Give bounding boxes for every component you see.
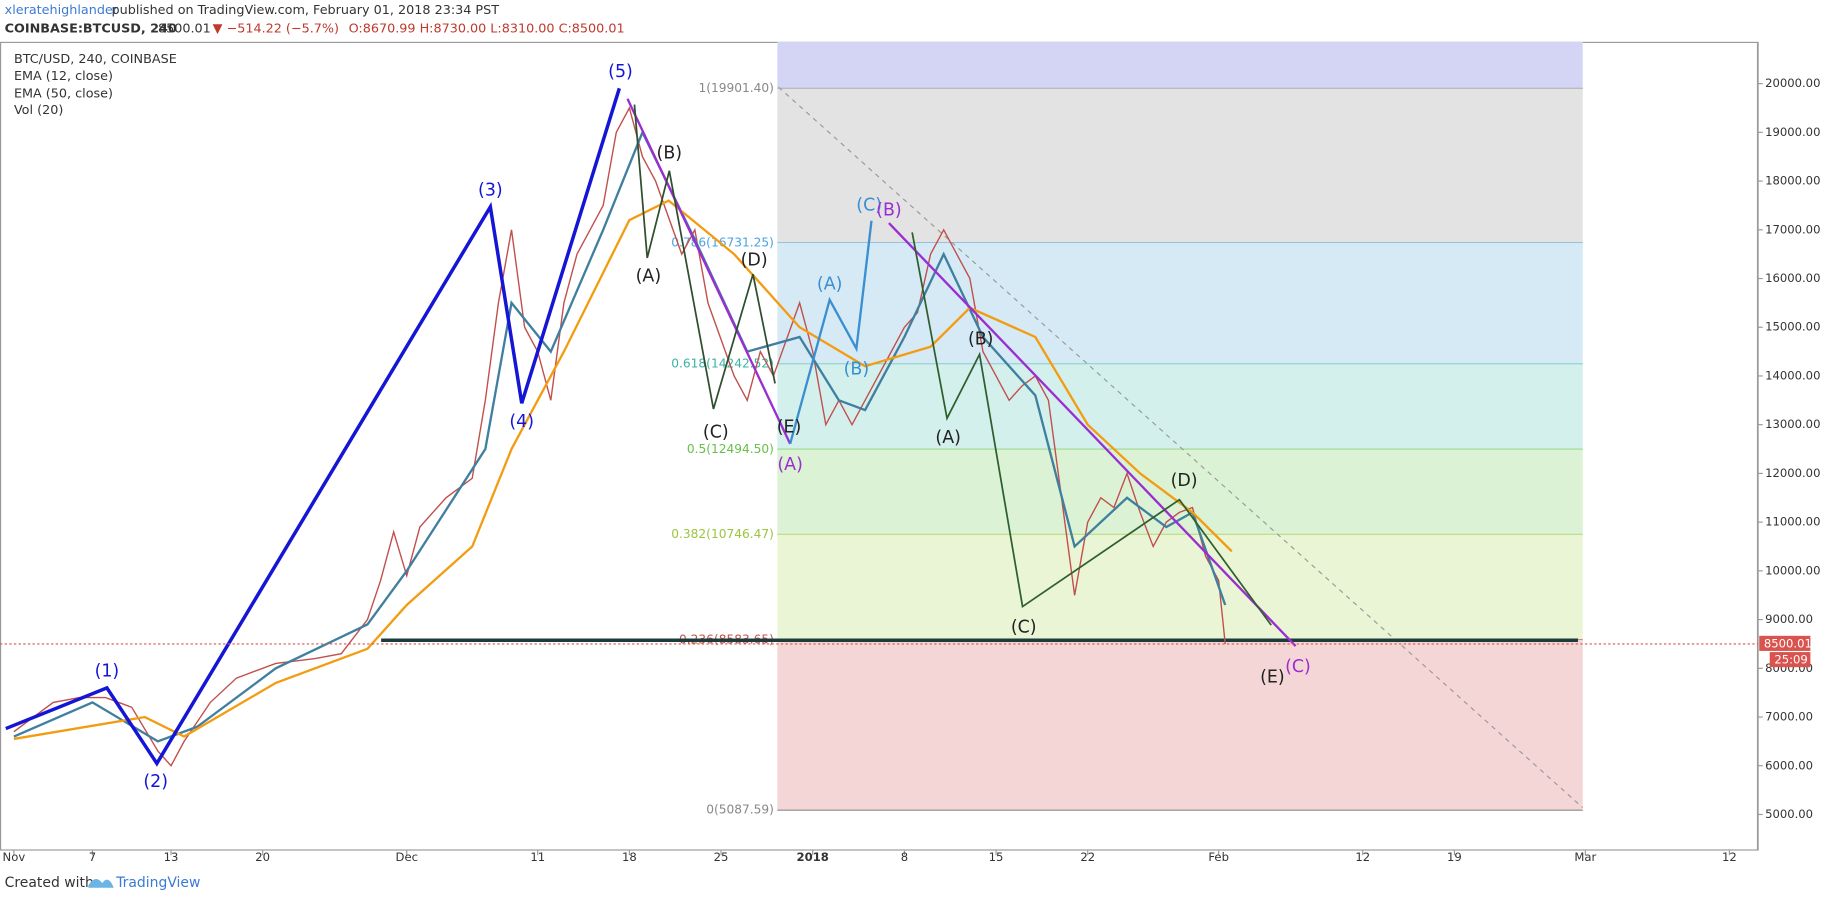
wave-label: (C) — [1011, 617, 1037, 637]
x-tick-label: Mar — [1574, 850, 1596, 864]
x-tick-label: 8 — [901, 850, 908, 864]
legend-entry: EMA (12, close) — [14, 69, 113, 84]
x-tick-label: Dec — [396, 850, 418, 864]
y-tick-label: 19000.00 — [1765, 125, 1820, 139]
y-tick-label: 6000.00 — [1765, 758, 1813, 772]
y-tick-label: 7000.00 — [1765, 710, 1813, 724]
wave-label: (B) — [968, 329, 994, 349]
symbol: COINBASE:BTCUSD, 240 — [5, 22, 177, 37]
series-line — [13, 199, 1233, 741]
drawing-line — [626, 98, 792, 445]
y-tick-label: 20000.00 — [1765, 76, 1820, 90]
wave-label: (4) — [509, 412, 534, 432]
y-tick-label: 14000.00 — [1765, 368, 1820, 382]
legend-entry: EMA (50, close) — [14, 87, 113, 102]
x-tick-label: Nov — [3, 850, 26, 864]
y-tick-label: 17000.00 — [1765, 222, 1820, 236]
plot: 1(19901.40) 0.786(16731.25) 0.618(14242.52… — [5, 41, 1584, 817]
countdown-tag — [1769, 652, 1811, 668]
published: published on TradingView.com, February 0… — [112, 3, 500, 18]
x-tick-label: 15 — [989, 850, 1004, 864]
last-price-tag — [1759, 635, 1811, 651]
drawing-line — [778, 86, 1584, 809]
wave-label: (2) — [143, 772, 168, 792]
y-tick-label: 12000.00 — [1765, 466, 1820, 480]
drawing-line — [911, 232, 1272, 626]
wave-label: (1) — [95, 662, 120, 682]
x-tick-label: 19 — [1447, 850, 1462, 864]
y-tick-label: 16000.00 — [1765, 271, 1820, 285]
fib-zone — [777, 41, 1583, 89]
header-price: 8500.01 — [158, 22, 211, 37]
wave-label: (D) — [1171, 471, 1198, 491]
fib-label: 0.382(10746.47) — [671, 527, 774, 541]
wave-label: (E) — [777, 418, 802, 438]
wave-label: (A) — [777, 455, 803, 475]
header-ohlc: O:8670.99 H:8730.00 L:8310.00 C:8500.01 — [349, 22, 625, 37]
author[interactable]: xleratehighlander — [5, 3, 119, 18]
y-tick-label: 15000.00 — [1765, 320, 1820, 334]
y-tick-label: 10000.00 — [1765, 563, 1820, 577]
fib-zone — [777, 449, 1583, 535]
wave-label: (B) — [844, 360, 870, 380]
x-tick-label: 22 — [1080, 850, 1095, 864]
y-tick-label: 11000.00 — [1765, 515, 1820, 529]
fib-label: 0.5(12494.50) — [687, 442, 774, 456]
wave-label: (C) — [703, 422, 729, 442]
fib-zone — [777, 242, 1583, 365]
wave-label: (C) — [1285, 657, 1311, 677]
header-change: ▼ −514.22 (−5.7%) — [213, 22, 339, 37]
legend-entry: Vol (20) — [14, 103, 63, 118]
legend-entry: BTC/USD, 240, COINBASE — [14, 52, 177, 67]
wave-label: (C) — [856, 196, 882, 216]
fib-zone — [777, 639, 1583, 811]
y-tick-label: 13000.00 — [1765, 417, 1820, 431]
x-tick-label: 18 — [622, 850, 637, 864]
x-tick-label: 20 — [255, 850, 270, 864]
drawing-line — [888, 222, 1297, 647]
fib-label: 0.618(14242.52) — [671, 357, 774, 371]
wave-label: (A) — [636, 267, 662, 287]
y-tick-label: 18000.00 — [1765, 174, 1820, 188]
wave-label: (D) — [741, 250, 768, 270]
logo — [88, 878, 114, 888]
series-line — [13, 106, 1226, 767]
footer-created: Created with — [5, 875, 94, 891]
x-tick-label: 13 — [164, 850, 179, 864]
x-tick-label: 25 — [714, 850, 729, 864]
fib-label: 0(5087.59) — [706, 803, 774, 817]
wave-label: (3) — [478, 181, 503, 201]
fib-label: 1(19901.40) — [698, 81, 773, 95]
drawing-line — [5, 87, 622, 767]
x-tick-label: 2018 — [797, 850, 829, 864]
countdown: 25:09 — [1774, 653, 1807, 667]
x-tick-label: 11 — [530, 850, 545, 864]
wave-label: (A) — [935, 428, 961, 448]
fib-zone — [777, 364, 1583, 450]
wave-label: (A) — [817, 275, 843, 295]
wave-label: (B) — [657, 143, 683, 163]
drawing-line — [789, 220, 873, 445]
wave-label: (5) — [608, 62, 633, 82]
fib-label: 0.786(16731.25) — [671, 235, 774, 249]
x-tick-label: 12 — [1722, 850, 1737, 864]
last-price-label: 8500.01 — [1764, 636, 1812, 650]
y-tick-label: 5000.00 — [1765, 807, 1813, 821]
y-tick-label: 9000.00 — [1765, 612, 1813, 626]
wave-label: (B) — [876, 200, 902, 220]
x-tick-label: Feb — [1208, 850, 1229, 864]
fib-zone — [777, 88, 1583, 243]
fib-zone — [777, 534, 1583, 640]
drawing-line — [633, 104, 776, 410]
wave-label: (E) — [1260, 667, 1285, 687]
footer-brand[interactable]: TradingView — [115, 875, 200, 891]
x-tick-label: 7 — [89, 850, 96, 864]
x-tick-label: 12 — [1355, 850, 1370, 864]
